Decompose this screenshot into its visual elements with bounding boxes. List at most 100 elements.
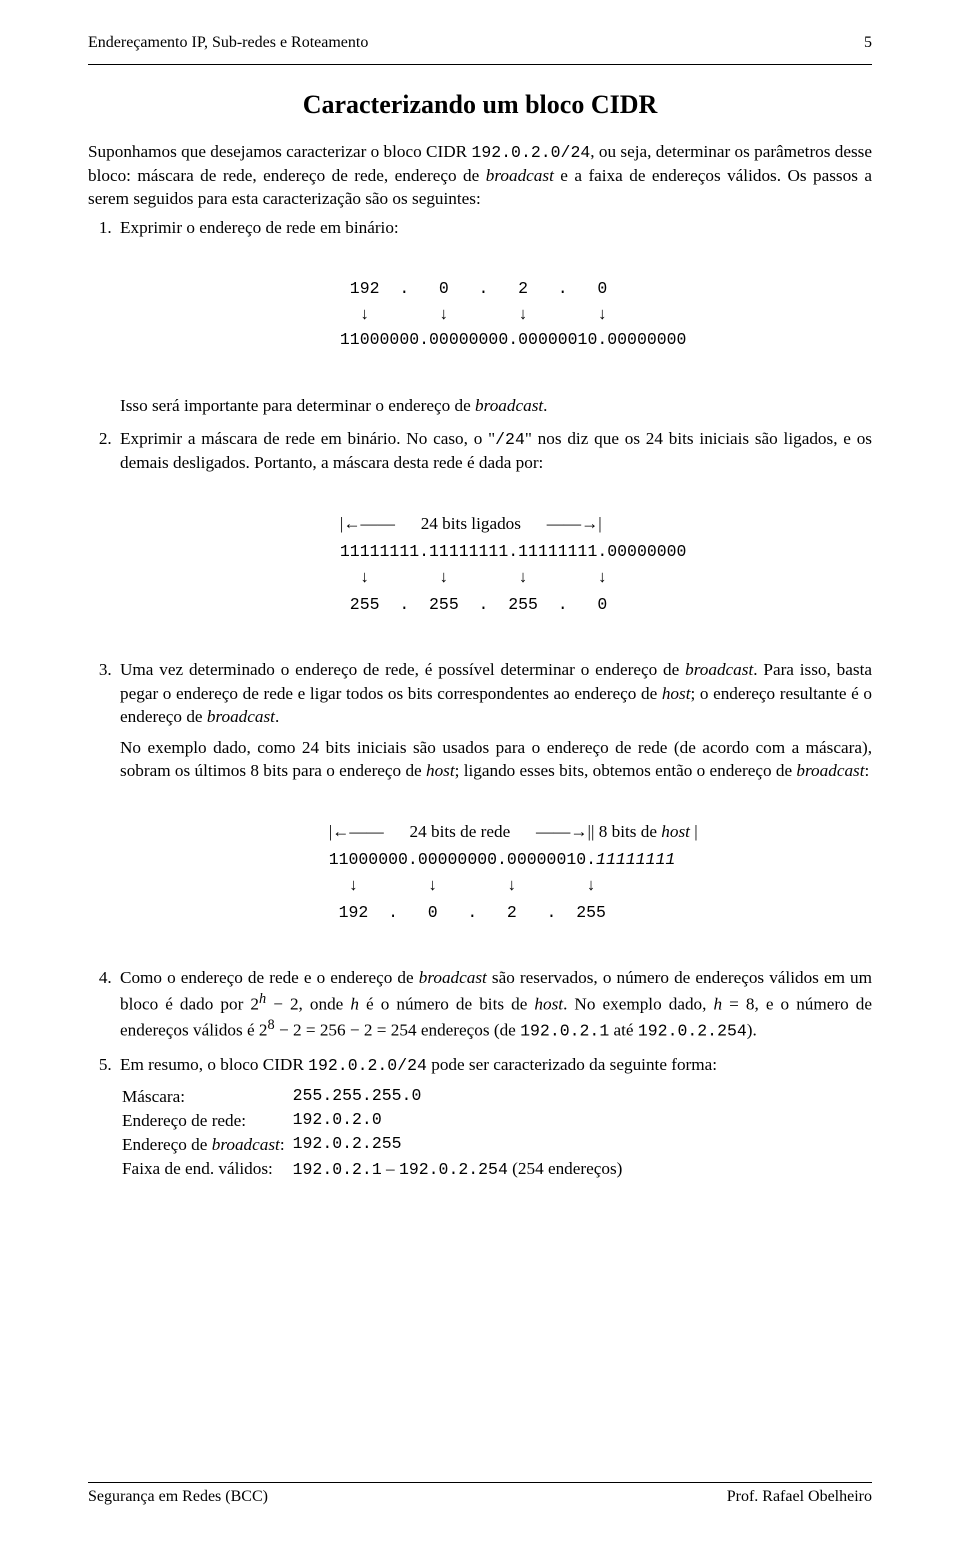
step-3-block: |←—— 24 bits de rede ——→|| 8 bits de hos… bbox=[120, 792, 872, 952]
summary-mask-value: 255.255.255.0 bbox=[293, 1085, 631, 1109]
summary-row-range: Faixa de end. válidos: 192.0.2.1 – 192.0… bbox=[122, 1157, 630, 1182]
summary-network-value: 192.0.2.0 bbox=[293, 1109, 631, 1133]
step-3-p1: Uma vez determinado o endereço de rede, … bbox=[120, 658, 872, 728]
step-3-row1a: |←—— 24 bits de rede ——→| bbox=[329, 822, 591, 841]
step-3-p2-b: ; ligando esses bits, obtemos então o en… bbox=[455, 761, 797, 780]
step-5-code: 192.0.2.0/24 bbox=[308, 1056, 427, 1075]
step-4-e: . No exemplo dado, bbox=[563, 994, 713, 1013]
summary-range-mid: – bbox=[382, 1159, 399, 1178]
footer-left: Segurança em Redes (BCC) bbox=[88, 1486, 268, 1508]
step-1-row1: 192 . 0 . 2 . 0 bbox=[340, 279, 607, 298]
step-3-block-inner: |←—— 24 bits de rede ——→|| 8 bits de hos… bbox=[329, 819, 698, 926]
step-1-post-b: . bbox=[543, 396, 547, 415]
summary-broadcast-value: 192.0.2.255 bbox=[293, 1133, 631, 1157]
step-4-a: Como o endereço de rede e o endereço de bbox=[120, 968, 419, 987]
step-4-sup2: 8 bbox=[267, 1017, 274, 1033]
intro-code: 192.0.2.0/24 bbox=[471, 143, 590, 162]
step-4: Como o endereço de rede e o endereço de … bbox=[116, 966, 872, 1042]
step-4-it3: host bbox=[534, 994, 563, 1013]
step-5-b: pode ser caracterizado da seguinte forma… bbox=[427, 1055, 717, 1074]
step-2: Exprimir a máscara de rede em binário. N… bbox=[116, 427, 872, 644]
step-3-row2b: 11111111 bbox=[596, 850, 675, 869]
step-5: Em resumo, o bloco CIDR 192.0.2.0/24 pod… bbox=[116, 1053, 872, 1183]
step-2-code: /24 bbox=[495, 430, 525, 449]
step-1-post: Isso será importante para determinar o e… bbox=[120, 394, 872, 417]
intro-paragraph: Suponhamos que desejamos caracterizar o … bbox=[88, 140, 872, 211]
step-4-i: ). bbox=[747, 1020, 757, 1039]
step-3: Uma vez determinado o endereço de rede, … bbox=[116, 658, 872, 952]
step-3-p1-it1: broadcast bbox=[685, 660, 753, 679]
step-2-text-a: Exprimir a máscara de rede em binário. N… bbox=[120, 429, 495, 448]
summary-row-mask: Máscara: 255.255.255.0 bbox=[122, 1085, 630, 1109]
section-title: Caracterizando um bloco CIDR bbox=[88, 87, 872, 122]
summary-mask-label: Máscara: bbox=[122, 1085, 293, 1109]
summary-broadcast-label-b: : bbox=[280, 1135, 285, 1154]
step-4-c: − 2, onde bbox=[266, 994, 350, 1013]
page-header: Endereçamento IP, Sub-redes e Roteamento… bbox=[88, 32, 872, 54]
step-3-p1-d: . bbox=[275, 707, 279, 726]
intro-broadcast: broadcast bbox=[486, 166, 554, 185]
footer-rule bbox=[88, 1482, 872, 1483]
step-4-text: Como o endereço de rede e o endereço de … bbox=[120, 966, 872, 1042]
summary-row-broadcast: Endereço de broadcast: 192.0.2.255 bbox=[122, 1133, 630, 1157]
step-2-row3: ↓ ↓ ↓ ↓ bbox=[340, 568, 607, 587]
step-1-block: 192 . 0 . 2 . 0 ↓ ↓ ↓ ↓ 11000000.0000000… bbox=[120, 250, 872, 380]
step-3-p2-c: : bbox=[865, 761, 870, 780]
step-5-text: Em resumo, o bloco CIDR 192.0.2.0/24 pod… bbox=[120, 1053, 872, 1077]
step-4-it1: broadcast bbox=[419, 968, 487, 987]
step-2-block-inner: |←—— 24 bits ligados ——→| 11111111.11111… bbox=[340, 511, 687, 618]
header-page-number: 5 bbox=[864, 32, 872, 54]
step-4-g: − 2 = 256 − 2 = 254 endereços (de bbox=[275, 1020, 520, 1039]
step-3-row1c: | bbox=[690, 822, 698, 841]
step-3-p2-it1: host bbox=[426, 761, 455, 780]
header-rule bbox=[88, 64, 872, 65]
step-3-row3: ↓ ↓ ↓ ↓ bbox=[329, 876, 596, 895]
step-3-p2-it2: broadcast bbox=[796, 761, 864, 780]
step-1: Exprimir o endereço de rede em binário: … bbox=[116, 216, 872, 417]
step-3-p1-it3: broadcast bbox=[207, 707, 275, 726]
page-footer-wrap: Segurança em Redes (BCC) Prof. Rafael Ob… bbox=[88, 1482, 872, 1508]
page-footer: Segurança em Redes (BCC) Prof. Rafael Ob… bbox=[88, 1486, 872, 1508]
step-4-it4: h bbox=[714, 994, 723, 1013]
step-1-block-inner: 192 . 0 . 2 . 0 ↓ ↓ ↓ ↓ 11000000.0000000… bbox=[340, 276, 687, 353]
step-5-a: Em resumo, o bloco CIDR bbox=[120, 1055, 308, 1074]
summary-row-network: Endereço de rede: 192.0.2.0 bbox=[122, 1109, 630, 1133]
summary-range-b: 192.0.2.254 bbox=[399, 1160, 508, 1179]
step-1-row3: 11000000.00000000.00000010.00000000 bbox=[340, 330, 687, 349]
step-2-block: |←—— 24 bits ligados ——→| 11111111.11111… bbox=[120, 484, 872, 644]
step-2-row4: 255 . 255 . 255 . 0 bbox=[340, 595, 607, 614]
step-3-p1-it2: host bbox=[662, 684, 691, 703]
step-3-p2: No exemplo dado, como 24 bits iniciais s… bbox=[120, 736, 872, 782]
footer-right: Prof. Rafael Obelheiro bbox=[727, 1486, 872, 1508]
step-3-row1-it: host bbox=[661, 822, 690, 841]
summary-broadcast-label: Endereço de broadcast: bbox=[122, 1133, 293, 1157]
summary-broadcast-label-it: broadcast bbox=[212, 1135, 280, 1154]
step-3-row2a: 11000000.00000000.00000010. bbox=[329, 850, 596, 869]
summary-broadcast-label-a: Endereço de bbox=[122, 1135, 212, 1154]
summary-network-label: Endereço de rede: bbox=[122, 1109, 293, 1133]
step-4-h: até bbox=[609, 1020, 638, 1039]
step-4-it2: h bbox=[350, 994, 359, 1013]
step-4-code1: 192.0.2.1 bbox=[520, 1021, 609, 1040]
header-left: Endereçamento IP, Sub-redes e Roteamento bbox=[88, 32, 368, 54]
step-3-row4: 192 . 0 . 2 . 255 bbox=[329, 903, 606, 922]
step-1-row2: ↓ ↓ ↓ ↓ bbox=[340, 305, 607, 324]
step-1-post-a: Isso será importante para determinar o e… bbox=[120, 396, 475, 415]
step-4-code2: 192.0.2.254 bbox=[638, 1021, 747, 1040]
step-3-p1-a: Uma vez determinado o endereço de rede, … bbox=[120, 660, 685, 679]
step-3-row1b: | 8 bits de bbox=[591, 822, 661, 841]
step-2-row2: 11111111.11111111.11111111.00000000 bbox=[340, 542, 687, 561]
summary-range-value: 192.0.2.1 – 192.0.2.254 (254 endereços) bbox=[293, 1157, 631, 1182]
step-1-text: Exprimir o endereço de rede em binário: bbox=[120, 216, 872, 239]
steps-list: Exprimir o endereço de rede em binário: … bbox=[88, 216, 872, 1182]
intro-text-a: Suponhamos que desejamos caracterizar o … bbox=[88, 142, 471, 161]
step-2-row1: |←—— 24 bits ligados ——→| bbox=[340, 514, 602, 533]
summary-range-c: (254 endereços) bbox=[508, 1159, 623, 1178]
step-4-d: é o número de bits de bbox=[359, 994, 534, 1013]
summary-table: Máscara: 255.255.255.0 Endereço de rede:… bbox=[122, 1085, 630, 1183]
summary-range-label: Faixa de end. válidos: bbox=[122, 1157, 293, 1182]
page: Endereçamento IP, Sub-redes e Roteamento… bbox=[0, 0, 960, 1548]
summary-range-a: 192.0.2.1 bbox=[293, 1160, 382, 1179]
step-1-post-it: broadcast bbox=[475, 396, 543, 415]
step-2-text: Exprimir a máscara de rede em binário. N… bbox=[120, 427, 872, 474]
